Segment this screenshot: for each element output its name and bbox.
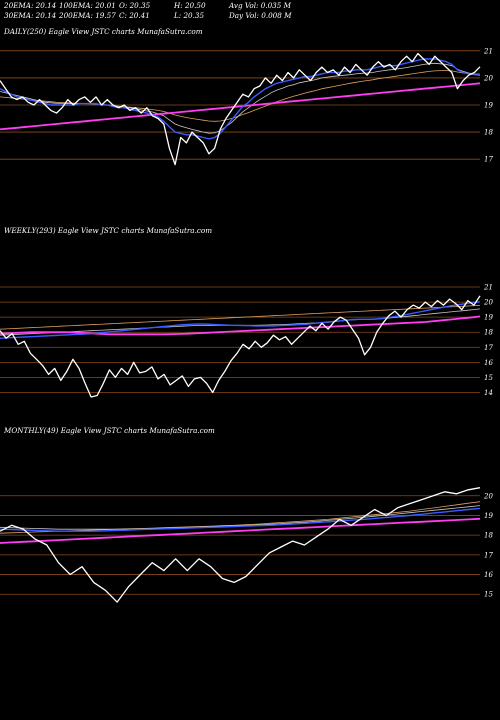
stats-row-1: 20EMA: 20.14 100EMA: 20.01 O: 20.35 H: 2…	[4, 1, 304, 11]
monthly-ytick-label: 20	[483, 492, 493, 500]
daily-ytick-label: 19	[484, 102, 493, 110]
daily-ytick-label: 17	[484, 156, 493, 164]
monthly-ema-short-line	[0, 507, 481, 532]
monthly-ytick-label: 18	[484, 532, 493, 540]
avg-vol-value: Avg Vol: 0.035 M	[229, 1, 291, 10]
weekly-chart-title: WEEKLY(293) Eagle View JSTC charts Munaf…	[4, 226, 213, 235]
monthly-chart: 20 19 18 17 16 15	[0, 487, 493, 603]
monthly-ema-long-line	[0, 517, 481, 544]
monthly-ytick-label: 17	[484, 551, 493, 559]
weekly-ema-mid2-line	[0, 305, 481, 330]
weekly-ytick-label: 21	[483, 284, 493, 292]
open-value: O: 20.35	[119, 1, 151, 10]
close-value: C: 20.41	[119, 11, 150, 20]
monthly-ytick-label: 16	[484, 571, 493, 579]
monthly-ema-mid2-line	[0, 501, 481, 534]
weekly-ytick-label: 18	[484, 329, 493, 337]
low-value: L: 20.35	[174, 11, 205, 20]
weekly-ytick-label: 14	[484, 389, 493, 397]
ema200-value: 200EMA: 19.57	[59, 11, 116, 20]
ema100-value: 100EMA: 20.01	[59, 1, 116, 10]
daily-ytick-label: 20	[483, 74, 493, 82]
high-value: H: 20.50	[174, 1, 206, 10]
weekly-ema-long-line	[0, 315, 481, 336]
daily-ytick-label: 18	[484, 129, 493, 137]
weekly-chart: 21 20 19 18 17 16 15 14	[0, 284, 493, 398]
daily-chart-title: DAILY(250) Eagle View JSTC charts Munafa…	[4, 27, 203, 36]
day-vol-value: Day Vol: 0.008 M	[229, 11, 292, 20]
monthly-ema-mid1-line	[0, 505, 481, 530]
weekly-ytick-label: 16	[484, 359, 493, 367]
monthly-price-line	[0, 487, 481, 603]
ema20-value: 20EMA: 20.14	[4, 1, 57, 10]
daily-price-line	[0, 52, 481, 166]
weekly-ytick-label: 17	[484, 344, 493, 352]
indicator-stats: 20EMA: 20.14 100EMA: 20.01 O: 20.35 H: 2…	[4, 1, 304, 21]
monthly-ytick-label: 15	[484, 591, 493, 599]
weekly-ytick-label: 20	[483, 299, 493, 307]
ema30-value: 30EMA: 20.14	[4, 11, 57, 20]
stats-row-2: 30EMA: 20.14 200EMA: 19.57 C: 20.41 L: 2…	[4, 11, 304, 21]
weekly-ytick-label: 19	[484, 314, 493, 322]
daily-ema-short-line	[0, 58, 480, 140]
daily-chart: 21 20 19 18 17	[0, 47, 493, 166]
weekly-price-line	[0, 295, 481, 398]
daily-ema-long-line	[0, 82, 481, 131]
monthly-chart-title: MONTHLY(49) Eagle View JSTC charts Munaf…	[4, 426, 215, 435]
monthly-ytick-label: 19	[484, 512, 493, 520]
daily-ytick-label: 21	[483, 47, 493, 55]
weekly-ytick-label: 15	[484, 374, 493, 382]
